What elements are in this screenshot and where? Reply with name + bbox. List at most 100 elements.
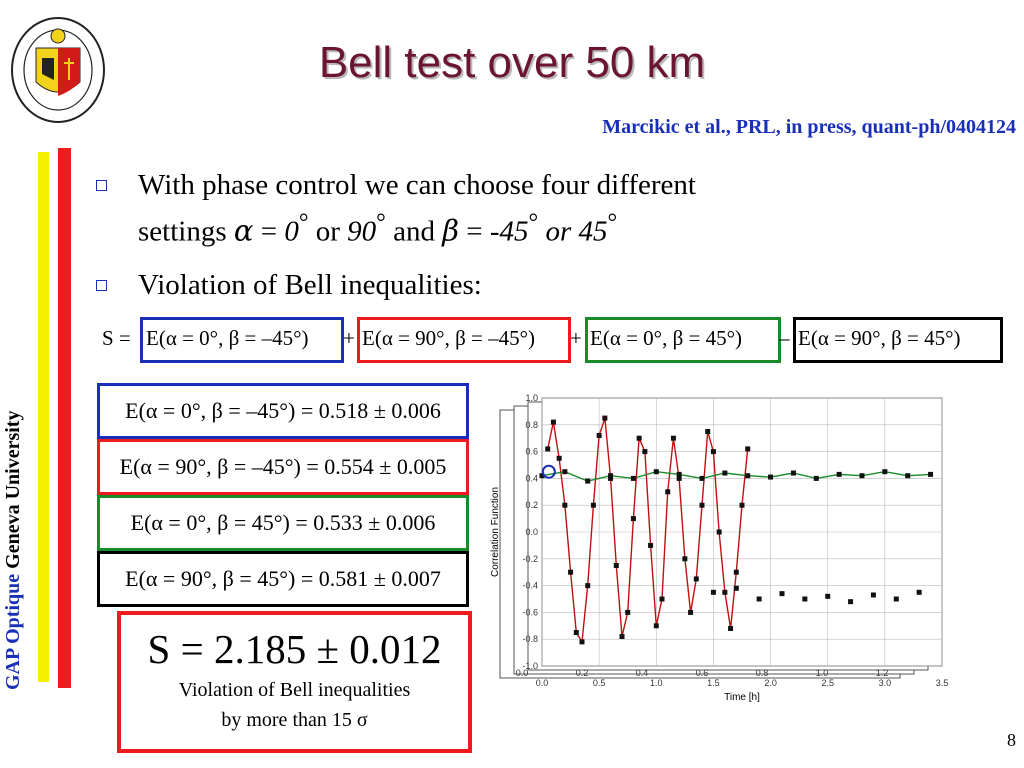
alpha-value-0: 0 <box>284 215 299 248</box>
data-point <box>642 449 648 455</box>
equals-sign: = <box>466 215 483 248</box>
bullet-square-icon <box>96 180 107 191</box>
data-point <box>670 435 676 441</box>
bullet-violation-text: Violation of Bell inequalities: <box>138 269 482 301</box>
degree-sign: ° <box>528 209 539 236</box>
data-point <box>790 470 796 476</box>
highlight-circle <box>541 464 556 479</box>
decorative-yellow-bar <box>38 152 49 682</box>
x-tick-label: 3.5 <box>936 678 949 688</box>
data-point <box>596 433 602 439</box>
side-label-gap: GAP Optique <box>2 573 24 690</box>
data-point <box>613 563 619 568</box>
data-point <box>688 609 694 615</box>
data-point <box>653 469 659 475</box>
data-point <box>859 473 865 479</box>
x-tick-label: 0.5 <box>593 678 606 688</box>
data-point <box>745 473 751 479</box>
data-point <box>630 516 636 522</box>
x-tick-label: 1.0 <box>650 678 663 688</box>
data-point <box>562 469 568 475</box>
beta-symbol: β <box>442 213 459 248</box>
data-point <box>693 576 699 582</box>
x-tick-label-overlay: 0.6 <box>696 668 709 678</box>
x-tick-label: 3.0 <box>879 678 892 688</box>
data-point <box>768 474 774 480</box>
data-point <box>550 419 556 425</box>
data-point <box>870 592 876 598</box>
data-point <box>705 429 711 434</box>
data-point <box>825 593 831 599</box>
y-tick-label: 0.4 <box>525 473 538 483</box>
data-point <box>676 471 682 477</box>
data-point <box>568 569 574 575</box>
term-box-green <box>585 317 781 363</box>
degree-sign: ° <box>298 209 309 236</box>
data-point <box>756 596 762 602</box>
data-point <box>556 455 562 461</box>
data-point <box>745 446 751 452</box>
side-label: GAP Optique Geneva University <box>2 150 25 690</box>
series-line <box>541 470 931 482</box>
bullet-square-icon <box>96 280 107 291</box>
eq-term-1: E(α = 0°, β = –45°) <box>146 326 309 350</box>
eq-minus: – <box>779 326 790 350</box>
correlation-chart: 1.0 0.8 0.6 0.4 0.2 0.0 -0.2 -0.4 -0.6 -0.8 -1.0 0.… <box>480 384 960 724</box>
eq-plus-1: + <box>343 326 355 350</box>
beta-value-45: or 45 <box>545 215 608 248</box>
data-point <box>802 596 808 602</box>
data-point <box>893 596 899 602</box>
data-point <box>733 569 739 575</box>
data-point <box>608 473 614 479</box>
data-point <box>585 583 591 589</box>
beta-value-m45: -45 <box>489 215 529 248</box>
eq-plus-2: + <box>570 326 582 350</box>
y-tick-label: 0.6 <box>525 447 538 457</box>
y-tick-label: -0.4 <box>522 581 538 591</box>
data-point <box>739 502 745 508</box>
equals-sign: = <box>260 215 278 248</box>
data-point <box>579 639 585 645</box>
y-tick-label: 0.8 <box>525 420 538 430</box>
x-tick-label-overlay: 1.2 <box>876 668 889 678</box>
term-box-red <box>357 317 571 363</box>
data-point <box>573 630 579 635</box>
x-tick-label-overlay: 1.0 <box>816 668 829 678</box>
data-point <box>676 475 682 481</box>
data-point <box>905 473 911 479</box>
y-tick-label: -0.6 <box>522 607 538 617</box>
y-tick-label: -0.2 <box>522 554 538 564</box>
and-word: and <box>393 215 435 248</box>
eq-term-2: E(α = 90°, β = –45°) <box>362 326 535 350</box>
bullet-line-1: With phase control we can choose four di… <box>138 169 696 201</box>
x-tick-label: 2.0 <box>764 678 777 688</box>
bullet-phase-control: With phase control we can choose four di… <box>96 166 958 251</box>
alpha-symbol: α <box>233 213 254 248</box>
x-tick-label: 2.5 <box>821 678 834 688</box>
alpha-value-90: 90 <box>347 215 377 248</box>
data-point <box>928 471 934 477</box>
y-tick-label: -1.0 <box>522 661 538 671</box>
eq-term-3: E(α = 0°, β = 45°) <box>590 326 742 350</box>
settings-word: settings <box>138 215 227 248</box>
data-point <box>916 589 922 595</box>
side-label-geneva: Geneva University <box>2 410 24 569</box>
y-tick-label: 0.0 <box>525 527 538 537</box>
reference-citation: Marcikic et al., PRL, in press, quant-ph… <box>602 116 1016 138</box>
data-point <box>653 623 659 629</box>
slide-title: Bell test over 50 km <box>318 38 706 87</box>
degree-sign: ° <box>607 209 618 236</box>
x-tick-label-overlay: 0.8 <box>756 668 769 678</box>
decorative-red-bar <box>58 148 71 688</box>
s-note-1: Violation of Bell inequalities <box>178 679 411 701</box>
page-number: 8 <box>1007 730 1016 750</box>
result-box-green: E(α = 0°, β = 45°) = 0.533 ± 0.006 <box>97 495 469 551</box>
x-axis-label: Time [h] <box>724 692 760 703</box>
term-box-black <box>793 317 1003 363</box>
data-point <box>710 449 716 455</box>
data-point <box>648 542 654 548</box>
data-point <box>882 469 888 475</box>
s-value-box: S = 2.185 ± 0.012 Violation of Bell ineq… <box>117 611 472 753</box>
data-point <box>608 475 614 481</box>
data-point <box>625 609 631 615</box>
